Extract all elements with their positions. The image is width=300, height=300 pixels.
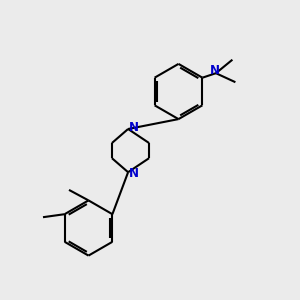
- Text: N: N: [128, 167, 139, 180]
- Text: N: N: [210, 64, 220, 77]
- Text: N: N: [128, 121, 139, 134]
